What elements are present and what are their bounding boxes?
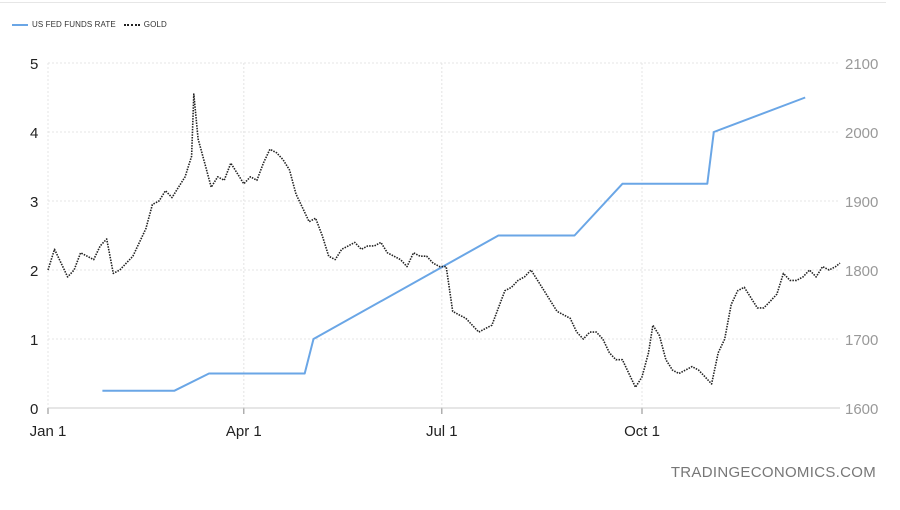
- legend-item-fed-funds[interactable]: US FED FUNDS RATE: [12, 20, 116, 29]
- x-axis-tick-label: Jan 1: [30, 423, 67, 440]
- right-axis-tick-label: 1900: [845, 194, 878, 211]
- left-axis-tick-label: 0: [30, 401, 38, 418]
- chart-legend: US FED FUNDS RATE GOLD: [12, 20, 175, 29]
- series-line-fed-funds-rate: [102, 96, 806, 392]
- left-axis-tick-label: 2: [30, 263, 38, 280]
- left-axis-tick-label: 1: [30, 332, 38, 349]
- legend-label-gold: GOLD: [143, 20, 167, 29]
- legend-label-fed-funds: US FED FUNDS RATE: [32, 20, 116, 29]
- right-axis-tick-label: 1700: [845, 332, 878, 349]
- left-axis-tick-label: 5: [30, 56, 38, 73]
- legend-item-gold[interactable]: GOLD: [123, 20, 167, 29]
- series-line-gold: [47, 93, 841, 389]
- legend-swatch-fed-funds: [12, 23, 28, 26]
- top-divider: [0, 2, 886, 3]
- right-axis-tick-label: 1600: [845, 401, 878, 418]
- left-axis-tick-label: 3: [30, 194, 38, 211]
- x-axis-tick-label: Apr 1: [226, 423, 262, 440]
- right-axis-tick-label: 2100: [845, 56, 878, 73]
- right-axis-tick-label: 2000: [845, 125, 878, 142]
- left-axis-tick-label: 4: [30, 125, 38, 142]
- legend-swatch-gold: [123, 23, 140, 26]
- x-axis-tick-label: Oct 1: [624, 423, 660, 440]
- right-axis-tick-label: 1800: [845, 263, 878, 280]
- x-axis-tick-label: Jul 1: [426, 423, 458, 440]
- watermark: TRADINGECONOMICS.COM: [670, 464, 876, 481]
